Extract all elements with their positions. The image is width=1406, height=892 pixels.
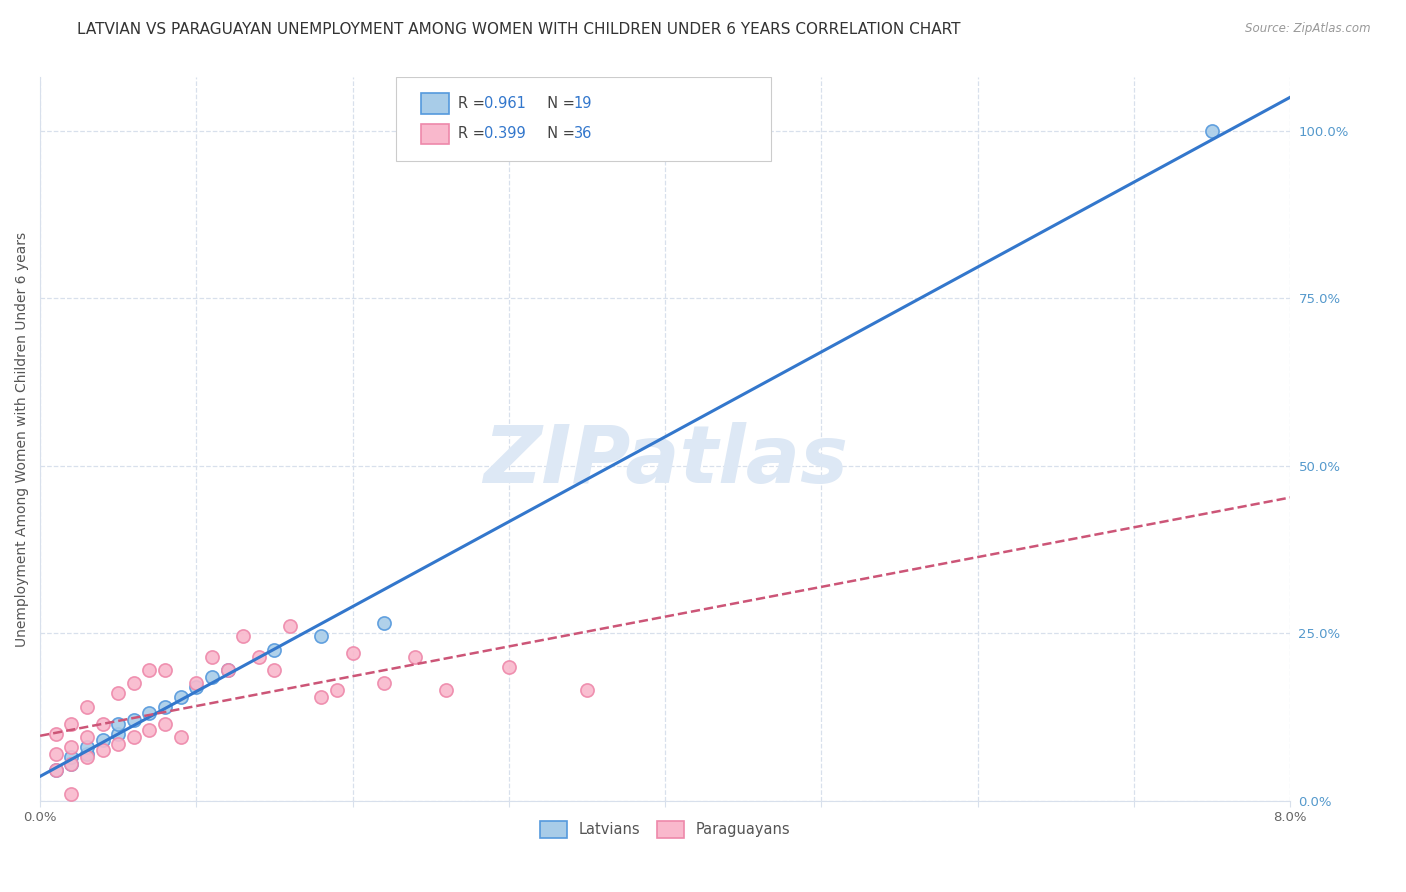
Point [247, 649, 270, 664]
Point [45, 747, 67, 761]
Point [122, 730, 145, 744]
Point [122, 713, 145, 727]
Point [498, 659, 520, 673]
Point [107, 686, 129, 700]
Text: ZIPatlas: ZIPatlas [482, 422, 848, 500]
Point [326, 683, 349, 698]
Point [263, 643, 285, 657]
Point [76, 739, 98, 754]
FancyBboxPatch shape [422, 94, 449, 113]
Text: 0.399: 0.399 [484, 127, 526, 141]
Text: LATVIAN VS PARAGUAYAN UNEMPLOYMENT AMONG WOMEN WITH CHILDREN UNDER 6 YEARS CORRE: LATVIAN VS PARAGUAYAN UNEMPLOYMENT AMONG… [77, 22, 960, 37]
Point [45, 764, 67, 778]
Point [217, 663, 239, 677]
Point [45, 764, 67, 778]
Text: Source: ZipAtlas.com: Source: ZipAtlas.com [1246, 22, 1371, 36]
Point [60, 716, 83, 731]
Text: R =: R = [457, 127, 489, 141]
Point [153, 699, 176, 714]
Point [434, 683, 457, 698]
Point [60, 787, 83, 801]
Point [107, 737, 129, 751]
Point [91, 716, 114, 731]
Point [138, 723, 160, 738]
Point [76, 730, 98, 744]
Point [138, 706, 160, 721]
Point [186, 676, 208, 690]
Point [60, 756, 83, 771]
FancyBboxPatch shape [422, 124, 449, 144]
Point [60, 756, 83, 771]
Point [91, 743, 114, 757]
Point [153, 663, 176, 677]
Point [263, 663, 285, 677]
Point [76, 750, 98, 764]
Text: R =: R = [457, 96, 489, 112]
Point [201, 670, 224, 684]
Point [60, 739, 83, 754]
Point [91, 733, 114, 747]
Point [311, 690, 333, 704]
FancyBboxPatch shape [396, 78, 772, 161]
Point [217, 663, 239, 677]
Point [201, 649, 224, 664]
Legend: Latvians, Paraguayans: Latvians, Paraguayans [534, 815, 796, 844]
Point [373, 616, 395, 631]
Point [1201, 124, 1223, 138]
Point [373, 676, 395, 690]
Point [45, 726, 67, 740]
Point [232, 630, 254, 644]
Point [107, 726, 129, 740]
Point [138, 663, 160, 677]
Point [76, 699, 98, 714]
Point [342, 646, 364, 660]
Point [278, 619, 301, 633]
Text: 36: 36 [574, 127, 592, 141]
Point [107, 716, 129, 731]
Text: N =: N = [537, 127, 579, 141]
Point [170, 730, 193, 744]
Point [404, 649, 426, 664]
Point [575, 683, 598, 698]
Point [170, 690, 193, 704]
Text: 19: 19 [574, 96, 592, 112]
Point [60, 750, 83, 764]
Text: N =: N = [537, 96, 579, 112]
Point [153, 716, 176, 731]
Y-axis label: Unemployment Among Women with Children Under 6 years: Unemployment Among Women with Children U… [15, 231, 30, 647]
Point [76, 747, 98, 761]
Text: 0.961: 0.961 [484, 96, 526, 112]
Point [122, 676, 145, 690]
Point [311, 630, 333, 644]
Point [186, 680, 208, 694]
